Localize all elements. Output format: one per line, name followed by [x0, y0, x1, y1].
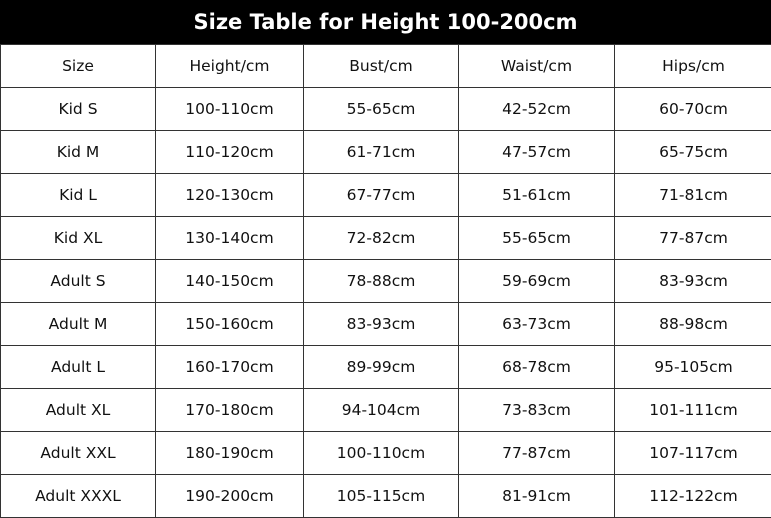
- table-cell: 88-98cm: [615, 303, 771, 346]
- column-header: Bust/cm: [304, 45, 459, 88]
- table-cell: Kid M: [1, 131, 156, 174]
- table-cell: 100-110cm: [304, 432, 459, 475]
- table-cell: 42-52cm: [459, 88, 615, 131]
- table-cell: 81-91cm: [459, 475, 615, 518]
- table-cell: 180-190cm: [156, 432, 304, 475]
- table-cell: 101-111cm: [615, 389, 771, 432]
- column-header: Waist/cm: [459, 45, 615, 88]
- table-cell: 63-73cm: [459, 303, 615, 346]
- table-cell: 105-115cm: [304, 475, 459, 518]
- table-cell: 51-61cm: [459, 174, 615, 217]
- column-header: Size: [1, 45, 156, 88]
- table-cell: 78-88cm: [304, 260, 459, 303]
- table-cell: 107-117cm: [615, 432, 771, 475]
- table-cell: 100-110cm: [156, 88, 304, 131]
- table-cell: 170-180cm: [156, 389, 304, 432]
- table-cell: 130-140cm: [156, 217, 304, 260]
- table-cell: 89-99cm: [304, 346, 459, 389]
- table-cell: 83-93cm: [304, 303, 459, 346]
- table-cell: 110-120cm: [156, 131, 304, 174]
- table-cell: 83-93cm: [615, 260, 771, 303]
- table-cell: 95-105cm: [615, 346, 771, 389]
- table-cell: Adult XXXL: [1, 475, 156, 518]
- table-cell: Adult M: [1, 303, 156, 346]
- table-cell: 160-170cm: [156, 346, 304, 389]
- table-cell: 65-75cm: [615, 131, 771, 174]
- table-cell: 190-200cm: [156, 475, 304, 518]
- table-cell: 47-57cm: [459, 131, 615, 174]
- table-cell: 73-83cm: [459, 389, 615, 432]
- table-cell: 77-87cm: [459, 432, 615, 475]
- table-cell: 150-160cm: [156, 303, 304, 346]
- table-cell: Adult L: [1, 346, 156, 389]
- table-cell: Adult XL: [1, 389, 156, 432]
- column-header: Height/cm: [156, 45, 304, 88]
- table-cell: 68-78cm: [459, 346, 615, 389]
- table-cell: 72-82cm: [304, 217, 459, 260]
- table-cell: 59-69cm: [459, 260, 615, 303]
- table-cell: Kid S: [1, 88, 156, 131]
- table-cell: Kid L: [1, 174, 156, 217]
- table-cell: 60-70cm: [615, 88, 771, 131]
- table-title: Size Table for Height 100-200cm: [0, 0, 771, 44]
- table-cell: 94-104cm: [304, 389, 459, 432]
- table-cell: 120-130cm: [156, 174, 304, 217]
- table-cell: Adult S: [1, 260, 156, 303]
- table-cell: 55-65cm: [304, 88, 459, 131]
- table-cell: 67-77cm: [304, 174, 459, 217]
- table-cell: 55-65cm: [459, 217, 615, 260]
- table-cell: Kid XL: [1, 217, 156, 260]
- table-cell: Adult XXL: [1, 432, 156, 475]
- column-header: Hips/cm: [615, 45, 771, 88]
- table-cell: 140-150cm: [156, 260, 304, 303]
- table-cell: 77-87cm: [615, 217, 771, 260]
- table-cell: 71-81cm: [615, 174, 771, 217]
- table-cell: 61-71cm: [304, 131, 459, 174]
- table-cell: 112-122cm: [615, 475, 771, 518]
